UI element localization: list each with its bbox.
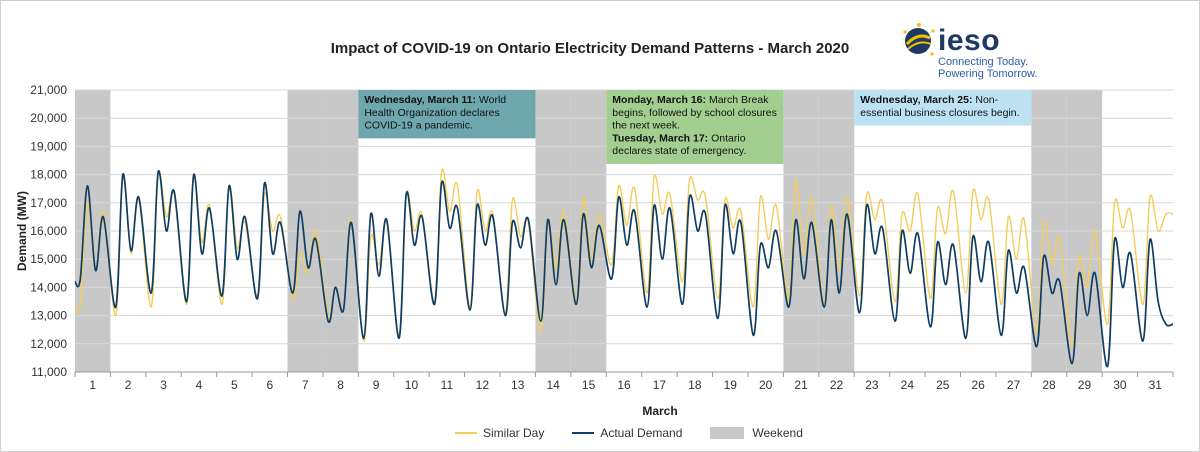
x-tick-label-5: 5 xyxy=(231,378,238,392)
x-tick-label-3: 3 xyxy=(160,378,167,392)
annotation-2-line-2: begins, followed by school closures xyxy=(612,107,777,119)
x-tick-label-4: 4 xyxy=(196,378,203,392)
y-tick-label-12000: 12,000 xyxy=(30,337,67,351)
y-tick-label-21000: 21,000 xyxy=(30,83,67,97)
x-tick-label-8: 8 xyxy=(337,378,344,392)
x-tick-label-16: 16 xyxy=(617,378,631,392)
legend-actual-demand-swatch xyxy=(572,432,595,434)
x-tick-label-7: 7 xyxy=(302,378,309,392)
x-tick-label-25: 25 xyxy=(936,378,950,392)
annotation-2b-line-2: declares state of emergency. xyxy=(612,145,746,157)
x-tick-label-31: 31 xyxy=(1149,378,1163,392)
x-tick-label-1: 1 xyxy=(89,378,96,392)
x-tick-label-14: 14 xyxy=(546,378,560,392)
series-actual-demand-line xyxy=(74,169,1174,368)
x-tick-label-29: 29 xyxy=(1078,378,1092,392)
annotation-box-2 xyxy=(606,90,784,164)
x-tick-label-30: 30 xyxy=(1113,378,1127,392)
ieso-logo: ieso Connecting Today. Powering Tomorrow… xyxy=(902,20,1052,80)
logo-wordmark: ieso xyxy=(938,24,1001,57)
x-tick-label-20: 20 xyxy=(759,378,773,392)
y-tick-label-16000: 16,000 xyxy=(30,224,67,238)
annotation-2-line-1: Monday, March 16: March Break xyxy=(612,94,769,106)
annotation-box-1 xyxy=(358,90,536,139)
x-tick-label-18: 18 xyxy=(688,378,702,392)
series-similar-day-line xyxy=(74,168,1174,348)
x-tick-label-11: 11 xyxy=(441,378,454,392)
annotation-1-line-2: Health Organization declares xyxy=(364,107,499,119)
y-tick-label-19000: 19,000 xyxy=(30,139,67,153)
y-tick-label-11000: 11,000 xyxy=(31,365,67,379)
legend-weekend: Weekend xyxy=(710,426,803,440)
annotation-1-line-1: Wednesday, March 11: World xyxy=(364,94,506,106)
annotation-2-line-3: the next week. xyxy=(612,120,680,132)
annotation-1-text: World xyxy=(476,94,506,106)
chart-title: Impact of COVID-19 on Ontario Electricit… xyxy=(330,40,850,57)
x-tick-label-9: 9 xyxy=(373,378,380,392)
x-tick-label-23: 23 xyxy=(865,378,879,392)
annotation-1-date: Wednesday, March 11: xyxy=(364,94,476,106)
y-tick-label-13000: 13,000 xyxy=(30,309,67,323)
legend-similar-day-label: Similar Day xyxy=(483,426,545,440)
x-tick-label-17: 17 xyxy=(653,378,667,392)
legend: Similar Day Actual Demand Weekend xyxy=(455,426,831,440)
legend-similar-day: Similar Day xyxy=(455,426,544,440)
x-tick-label-24: 24 xyxy=(901,378,915,392)
annotation-3-date: Wednesday, March 25: xyxy=(860,94,972,106)
x-axis-title: March xyxy=(642,404,677,418)
x-tick-label-21: 21 xyxy=(794,378,808,392)
y-tick-label-15000: 15,000 xyxy=(30,252,67,266)
annotation-2b-text: Ontario xyxy=(708,132,746,144)
y-tick-label-20000: 20,000 xyxy=(30,111,67,125)
annotation-3-text: Non- xyxy=(972,94,998,106)
x-tick-label-26: 26 xyxy=(972,378,986,392)
x-tick-label-6: 6 xyxy=(266,378,273,392)
logo-tagline: Connecting Today. Powering Tomorrow. xyxy=(938,56,1037,80)
ieso-globe-icon xyxy=(903,23,935,56)
logo-tagline-2: Powering Tomorrow. xyxy=(938,68,1038,80)
y-tick-label-17000: 17,000 xyxy=(30,196,67,210)
legend-actual-demand-label: Actual Demand xyxy=(600,426,683,440)
annotation-2-text: March Break xyxy=(706,94,769,106)
logo-tagline-1: Connecting Today. xyxy=(938,56,1029,68)
x-tick-label-15: 15 xyxy=(582,378,596,392)
legend-similar-day-swatch xyxy=(455,432,477,434)
x-tick-label-27: 27 xyxy=(1007,378,1021,392)
annotation-1-line-3: COVID-19 a pandemic. xyxy=(364,120,473,132)
annotation-2b-date: Tuesday, March 17: xyxy=(612,132,708,144)
annotation-3-line-2: essential business closures begin. xyxy=(860,107,1019,119)
x-tick-label-12: 12 xyxy=(476,378,490,392)
x-tick-label-13: 13 xyxy=(511,378,525,392)
x-tick-label-10: 10 xyxy=(405,378,419,392)
x-tick-label-22: 22 xyxy=(830,378,844,392)
x-tick-label-2: 2 xyxy=(125,378,132,392)
y-tick-label-18000: 18,000 xyxy=(30,168,67,182)
annotation-2b-line-1: Tuesday, March 17: Ontario xyxy=(612,132,745,144)
y-tick-label-14000: 14,000 xyxy=(30,280,67,294)
y-axis-title: Demand (MW) xyxy=(15,191,29,271)
annotation-3-line-1: Wednesday, March 25: Non- xyxy=(860,94,998,106)
legend-actual-demand: Actual Demand xyxy=(572,426,682,440)
annotation-box-3 xyxy=(854,90,1032,126)
legend-weekend-label: Weekend xyxy=(752,426,803,440)
annotation-2-date: Monday, March 16: xyxy=(612,94,706,106)
x-tick-label-28: 28 xyxy=(1042,378,1056,392)
x-tick-label-19: 19 xyxy=(724,378,738,392)
legend-weekend-swatch xyxy=(710,427,745,439)
